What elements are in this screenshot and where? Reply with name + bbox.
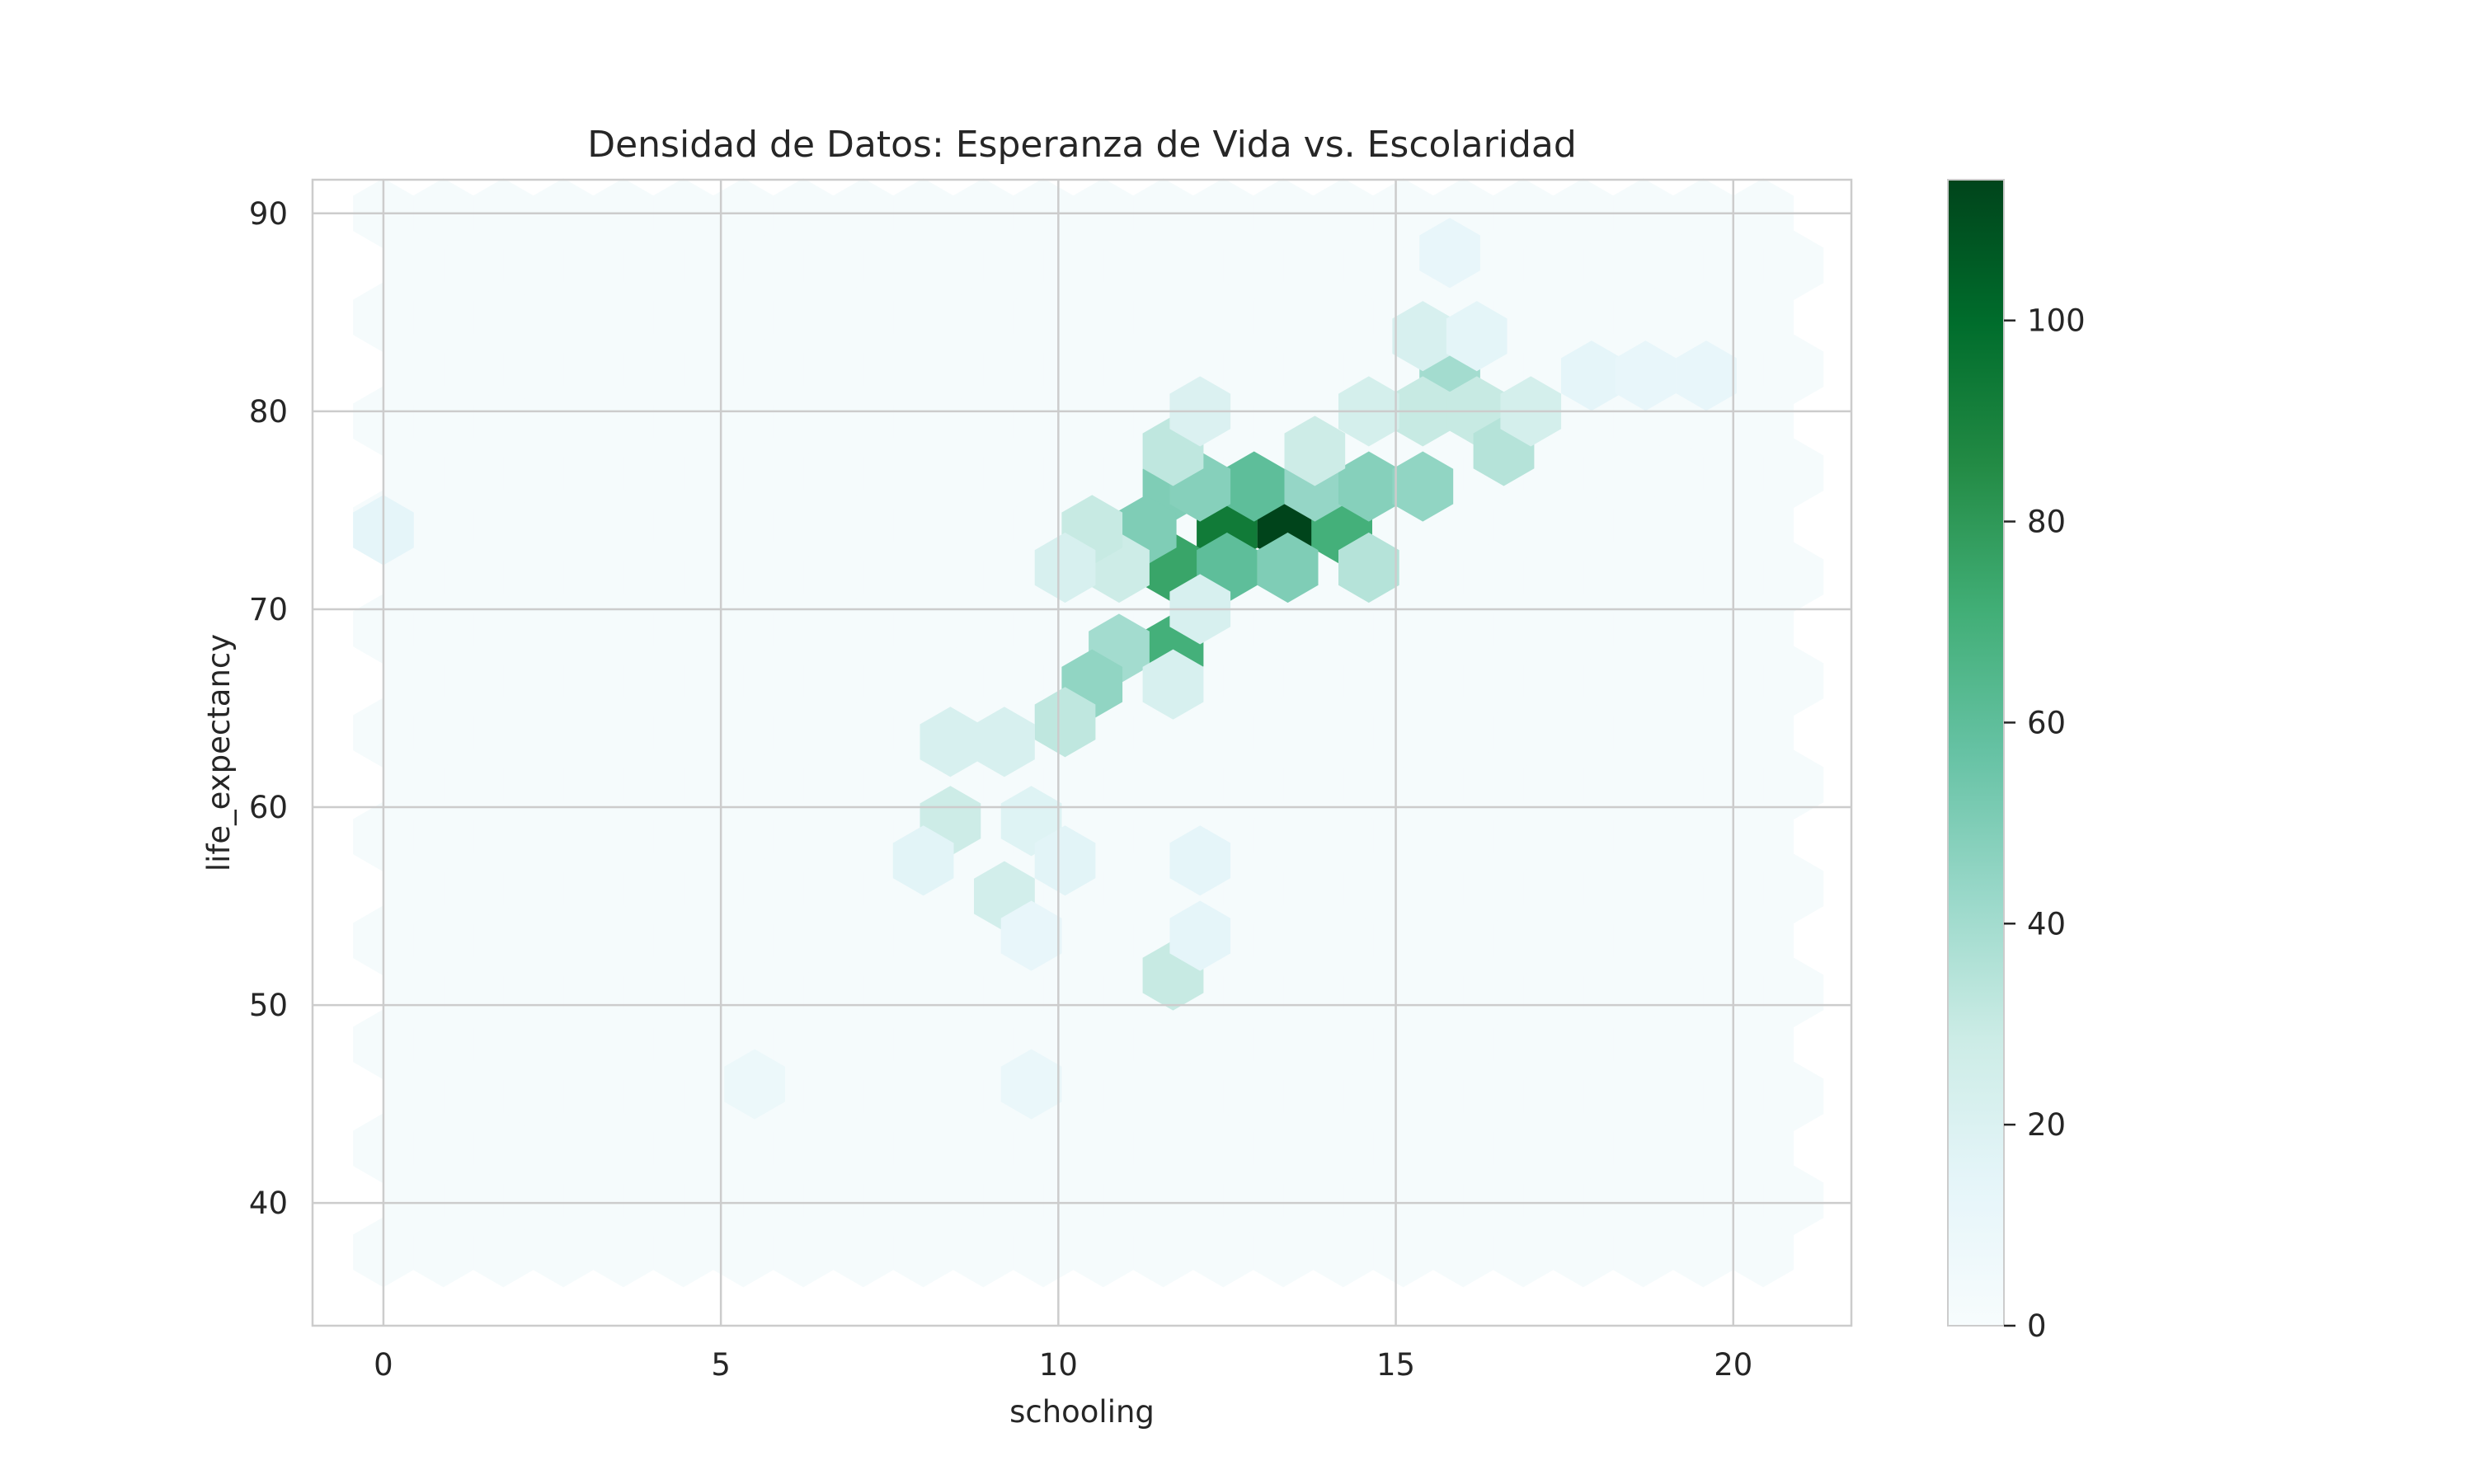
hex-layer [353, 178, 1824, 1288]
colorbar-tick-label: 80 [2027, 505, 2066, 540]
hex-bin [1034, 825, 1096, 896]
hex-bin [724, 1049, 785, 1120]
colorbar-tick-label: 40 [2027, 906, 2066, 942]
colorbar-tick-label: 100 [2027, 303, 2086, 339]
hex-bin [974, 707, 1035, 777]
x-tick-label: 5 [711, 1347, 731, 1383]
hex-bin [1257, 532, 1319, 603]
hex-bin [1034, 532, 1096, 603]
hex-bin [1446, 301, 1507, 372]
hex-bin [1142, 649, 1204, 720]
x-tick-label: 10 [1039, 1347, 1078, 1383]
grid-lines [313, 180, 1851, 1326]
hex-bin [1034, 687, 1096, 758]
hex-bin [1392, 451, 1454, 522]
x-tick-label: 20 [1714, 1347, 1752, 1383]
hex-bin [1000, 900, 1062, 971]
y-tick-label: 60 [249, 790, 288, 825]
x-tick-label: 15 [1376, 1347, 1415, 1383]
y-tick-label: 90 [249, 196, 288, 232]
y-tick-label: 40 [249, 1186, 288, 1221]
colorbar-tick-label: 0 [2027, 1308, 2047, 1344]
hex-bin [1169, 825, 1231, 896]
hex-bin [1169, 900, 1231, 971]
colorbar-tick-label: 20 [2027, 1107, 2066, 1143]
y-axis-ticks: 40 50 60 70 80 90 [249, 196, 288, 1221]
x-tick-label: 0 [374, 1347, 393, 1383]
y-tick-label: 50 [249, 988, 288, 1023]
colorbar-tick-label: 60 [2027, 705, 2066, 740]
chart-title: Densidad de Datos: Esperanza de Vida vs.… [587, 124, 1577, 166]
hex-bin [1419, 218, 1480, 289]
x-axis-ticks: 0 5 10 15 20 [374, 1347, 1752, 1383]
y-axis-label: life_expectancy [201, 634, 237, 871]
hex-bin [1284, 416, 1346, 486]
y-tick-label: 70 [249, 592, 288, 627]
hex-bin [1000, 1049, 1062, 1120]
hex-bin [892, 825, 954, 896]
hex-bin [1338, 532, 1399, 603]
colorbar [1947, 179, 2005, 1327]
x-axis-label: schooling [1009, 1394, 1155, 1430]
colorbar-ticks: 0 20 40 60 80 100 [2004, 303, 2086, 1344]
y-tick-label: 80 [249, 394, 288, 430]
plot-frame [311, 178, 1853, 1327]
